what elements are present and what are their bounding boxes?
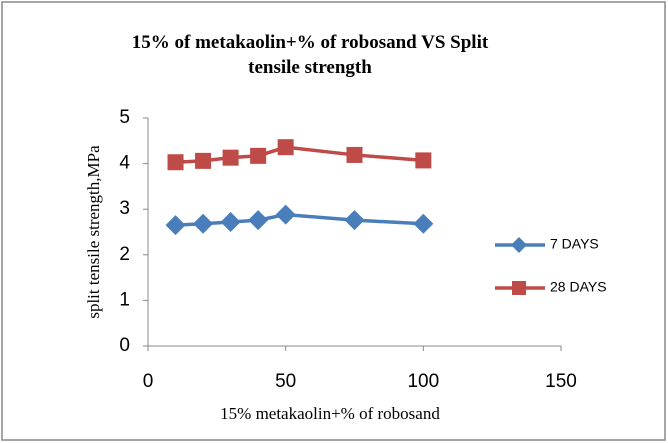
y-tick-label: 5 [119,107,130,128]
y-tick-label: 1 [119,289,130,310]
legend-label: 7 DAYS [550,236,599,252]
marker [167,154,184,171]
y-tick-label: 3 [119,198,130,219]
y-tick-label: 4 [119,153,130,174]
marker [415,152,432,169]
y-axis-label: split tensile strength,MPa [84,145,103,319]
marker [275,204,296,225]
legend-marker [511,237,527,253]
x-tick-label: 100 [407,371,439,392]
marker [277,139,294,156]
x-tick-label: 150 [545,371,577,392]
chart-title: 15% of metakaolin+% of robosand VS Split… [131,32,489,78]
marker [220,211,241,232]
x-axis-label: 15% metakaolin+% of robosand [220,404,440,423]
marker [222,149,239,166]
y-tick-label: 2 [119,244,130,265]
marker [250,147,267,164]
marker [193,213,214,234]
x-tick-label: 0 [143,371,154,392]
y-tick-label: 0 [119,335,130,356]
marker [248,210,269,231]
marker [165,215,186,236]
legend-marker [512,281,526,295]
x-tick-label: 50 [275,371,296,392]
marker [344,210,365,231]
legend-label: 28 DAYS [550,279,607,295]
marker [346,146,363,163]
marker [195,152,212,169]
marker [413,213,434,234]
